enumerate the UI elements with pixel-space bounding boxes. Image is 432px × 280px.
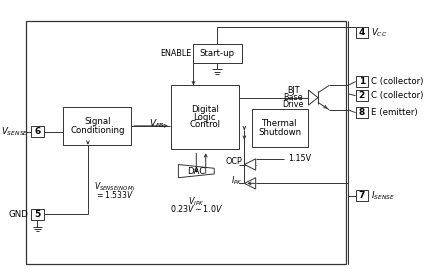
Bar <box>171 85 239 150</box>
Text: Base: Base <box>283 93 303 102</box>
Text: 5: 5 <box>34 210 41 219</box>
Polygon shape <box>245 178 256 189</box>
Text: $I_{PK}$: $I_{PK}$ <box>231 174 242 187</box>
Bar <box>64 107 131 145</box>
Text: $I_{SENSE}$: $I_{SENSE}$ <box>371 189 395 202</box>
Text: DAC: DAC <box>187 167 206 176</box>
Polygon shape <box>308 90 318 105</box>
Text: Thermal: Thermal <box>263 118 298 127</box>
Text: 1: 1 <box>359 77 365 86</box>
Text: BJT: BJT <box>287 87 300 95</box>
Text: 2: 2 <box>359 91 365 100</box>
Text: $0.23V \sim 1.0V$: $0.23V \sim 1.0V$ <box>170 203 223 214</box>
Text: Digital: Digital <box>191 105 219 114</box>
Text: 6: 6 <box>34 127 41 136</box>
Bar <box>32 126 44 137</box>
Text: E (emitter): E (emitter) <box>371 108 417 117</box>
Text: GND: GND <box>9 210 29 219</box>
Bar <box>356 27 368 38</box>
Text: Logic: Logic <box>194 113 216 122</box>
Text: 4: 4 <box>359 28 365 37</box>
Text: $V_{CC}$: $V_{CC}$ <box>371 26 387 39</box>
Bar <box>356 190 368 201</box>
Text: Drive: Drive <box>283 100 304 109</box>
Text: Start-up: Start-up <box>200 49 235 58</box>
Text: $= 1.533V$: $= 1.533V$ <box>95 189 133 200</box>
Text: $V_{FB}$: $V_{FB}$ <box>149 118 165 130</box>
Text: 8: 8 <box>359 108 365 117</box>
Bar <box>25 21 346 264</box>
Polygon shape <box>245 159 256 170</box>
Text: 1.15V: 1.15V <box>288 154 311 163</box>
Text: OCP: OCP <box>226 157 242 166</box>
Text: Signal: Signal <box>84 117 111 126</box>
Polygon shape <box>178 165 214 178</box>
Bar <box>356 90 368 101</box>
Text: 7: 7 <box>359 191 365 200</box>
Text: Shutdown: Shutdown <box>259 128 302 137</box>
Text: $V_{IPK}$: $V_{IPK}$ <box>188 195 205 207</box>
Text: C (collector): C (collector) <box>371 91 423 100</box>
Text: $V_{SENSE}$: $V_{SENSE}$ <box>1 125 29 138</box>
Text: Control: Control <box>189 120 220 129</box>
Text: ENABLE: ENABLE <box>160 49 191 58</box>
Bar <box>252 109 308 147</box>
Bar <box>193 44 241 63</box>
Text: Conditioning: Conditioning <box>70 126 124 135</box>
Text: C (collector): C (collector) <box>371 77 423 86</box>
Bar <box>356 76 368 87</box>
Text: $V_{SENSE(NOM)}$: $V_{SENSE(NOM)}$ <box>94 180 135 194</box>
Bar <box>356 107 368 118</box>
Bar <box>32 209 44 220</box>
